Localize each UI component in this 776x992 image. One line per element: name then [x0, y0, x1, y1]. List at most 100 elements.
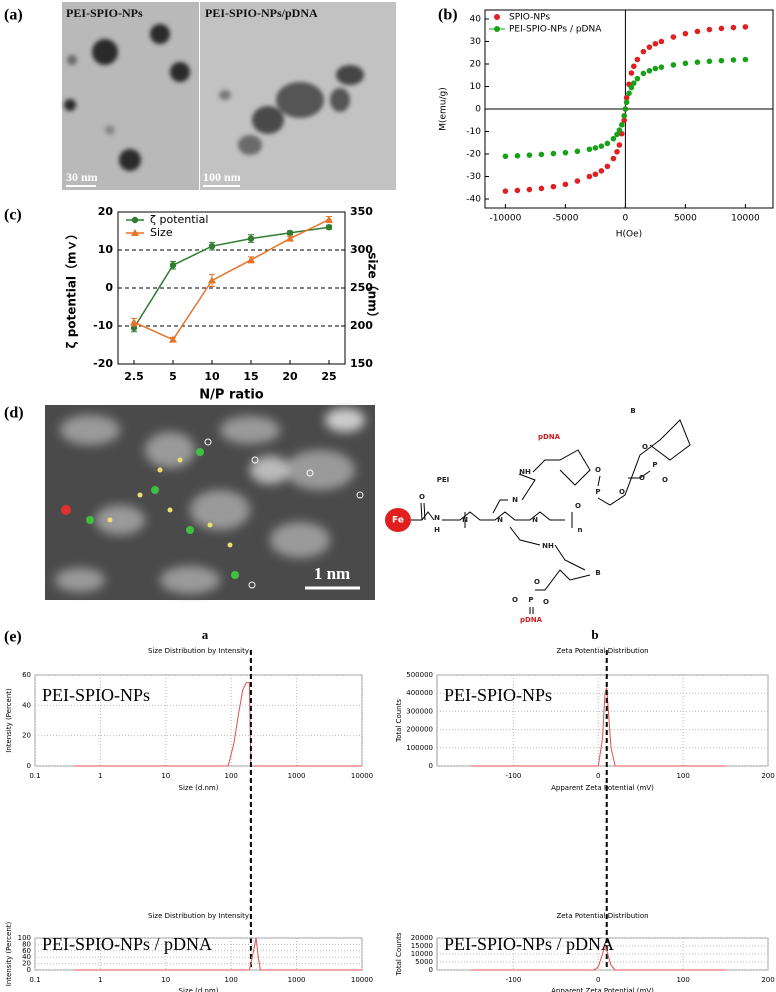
- data-point: [706, 58, 713, 65]
- data-point: [631, 63, 637, 70]
- data-point: [621, 117, 627, 124]
- data-point: [694, 28, 701, 35]
- data-point: [610, 155, 617, 162]
- y-tick-label: 10: [470, 82, 482, 92]
- data-point: [742, 24, 749, 30]
- data-point: [502, 188, 509, 194]
- x-tick-label: 10000: [351, 976, 373, 984]
- structure-label: N: [434, 514, 440, 522]
- data-point: [670, 34, 677, 40]
- x-tick-label: 2.5: [124, 370, 144, 383]
- structure-label: O: [419, 493, 425, 501]
- y-tick-label: -20: [93, 357, 113, 370]
- structure-label: pDNA: [538, 433, 561, 441]
- y-axis-label: Total Counts: [395, 699, 403, 743]
- x-tick-label: 1: [98, 772, 102, 780]
- y-tick-label: 0: [429, 966, 433, 974]
- data-point: [526, 152, 533, 158]
- legend-marker: [494, 14, 500, 20]
- structure-label: Fe: [392, 516, 404, 526]
- x-tick-label: 1000: [288, 772, 306, 780]
- data-point: [640, 70, 647, 77]
- y-tick-label: 80: [22, 940, 31, 948]
- data-point: [562, 181, 569, 188]
- structure-label: O: [543, 598, 549, 606]
- y-axis-label: Total Counts: [395, 932, 403, 976]
- y-tick-label: -10: [93, 319, 113, 332]
- data-point: [131, 216, 139, 224]
- y-tick-label: 40: [470, 15, 482, 25]
- data-point: [640, 48, 647, 55]
- data-point: [706, 26, 713, 33]
- y-tick-label: 20: [22, 960, 31, 968]
- tem-label: PEI-SPIO-NPs: [66, 6, 143, 20]
- x-axis-label: Size (d.nm): [179, 987, 219, 992]
- data-point: [628, 70, 635, 76]
- data-point: [325, 215, 333, 223]
- data-point: [130, 318, 138, 326]
- chart-title: Zeta Potential Distribution: [556, 912, 648, 920]
- structure-bonds: [385, 419, 691, 614]
- afm-image: [45, 405, 375, 600]
- panel-label: (c): [4, 207, 22, 224]
- data-point: [325, 224, 333, 231]
- chart-title: Zeta Potential Distribution: [556, 647, 648, 655]
- data-point: [730, 57, 737, 63]
- structure-label: O: [639, 474, 645, 482]
- x-tick-label: -100: [505, 976, 521, 984]
- data-point: [652, 40, 659, 47]
- x-axis-label: H(Oe): [616, 230, 642, 240]
- data-point: [682, 30, 689, 37]
- x-axis-label: Apparent Zeta Potential (mV): [551, 784, 654, 792]
- data-point: [621, 112, 627, 119]
- scale-label: 1 nm: [314, 564, 350, 583]
- x-tick-label: 0: [623, 214, 629, 224]
- structure-label: P: [595, 488, 600, 496]
- structure-label: n: [578, 526, 583, 534]
- data-line: [133, 226, 330, 329]
- data-point: [247, 235, 255, 242]
- data-point: [652, 65, 659, 72]
- y-tick-label: 40: [22, 953, 31, 961]
- data-point: [169, 335, 177, 343]
- data-point: [286, 229, 294, 237]
- data-point: [598, 143, 605, 149]
- data-point: [610, 135, 617, 142]
- data-point: [658, 64, 665, 70]
- data-point: [631, 80, 637, 86]
- data-point: [131, 229, 139, 236]
- y2-tick-label: 200: [350, 319, 373, 332]
- y2-tick-label: 250: [350, 281, 373, 294]
- data-point: [694, 59, 701, 65]
- structure-label: N: [532, 516, 538, 524]
- data-point: [502, 153, 509, 160]
- data-point: [646, 44, 653, 50]
- structure-label: O: [619, 488, 625, 496]
- data-line: [133, 218, 330, 341]
- annotation: PEI-SPIO-NPs / pDNA: [444, 934, 614, 954]
- y-tick-label: 0: [475, 105, 481, 115]
- annotation: PEI-SPIO-NPs: [444, 685, 552, 705]
- data-point: [208, 276, 216, 284]
- x-tick-label: 20: [282, 370, 298, 383]
- annotation: PEI-SPIO-NPs / pDNA: [42, 934, 212, 954]
- structure-label: P: [528, 596, 533, 604]
- structure-label: NH: [542, 542, 554, 550]
- panel-label: (e): [4, 629, 22, 646]
- data-point: [586, 173, 593, 180]
- structure-label: H: [434, 526, 440, 534]
- y-tick-label: 0: [27, 762, 31, 770]
- x-tick-label: 0.1: [29, 976, 40, 984]
- x-tick-label: 10: [161, 976, 170, 984]
- data-point: [634, 75, 641, 82]
- structure-label: P: [652, 461, 657, 469]
- scale-label: 30 nm: [66, 170, 98, 184]
- y-axis-label: ζ potential（mｖ）: [64, 227, 79, 348]
- y-tick-label: 0: [27, 966, 31, 974]
- x-tick-label: 100: [676, 772, 689, 780]
- panel-label: (b): [438, 7, 458, 24]
- data-point: [718, 57, 725, 64]
- data-point: [208, 243, 216, 250]
- x-tick-label: 100: [225, 772, 238, 780]
- y-axis-label: Intensity (Percent): [5, 688, 13, 753]
